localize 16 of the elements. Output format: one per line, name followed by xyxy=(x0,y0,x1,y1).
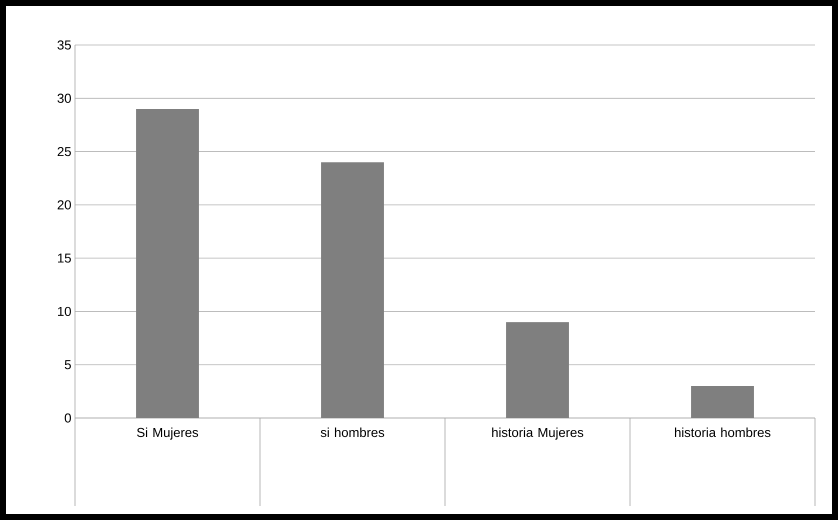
y-tick-label: 30 xyxy=(58,94,71,103)
y-tick-label: 15 xyxy=(58,254,71,263)
x-tick-label: historia Mujeres xyxy=(492,428,584,440)
bar xyxy=(136,108,199,418)
bar xyxy=(691,386,754,418)
bar xyxy=(506,322,569,418)
y-tick-label: 10 xyxy=(58,306,71,316)
x-tick-label: Si Mujeres xyxy=(137,428,198,440)
y-tick-label: 5 xyxy=(64,360,71,370)
x-tick-label: si hombres xyxy=(320,428,384,438)
x-tick-label: historia hombres xyxy=(674,428,770,438)
bar xyxy=(321,162,384,418)
y-tick-label: 20 xyxy=(58,200,71,210)
y-tick-label: 25 xyxy=(58,146,71,156)
y-tick-label: 0 xyxy=(64,413,71,423)
y-tick-label: 35 xyxy=(58,40,71,50)
